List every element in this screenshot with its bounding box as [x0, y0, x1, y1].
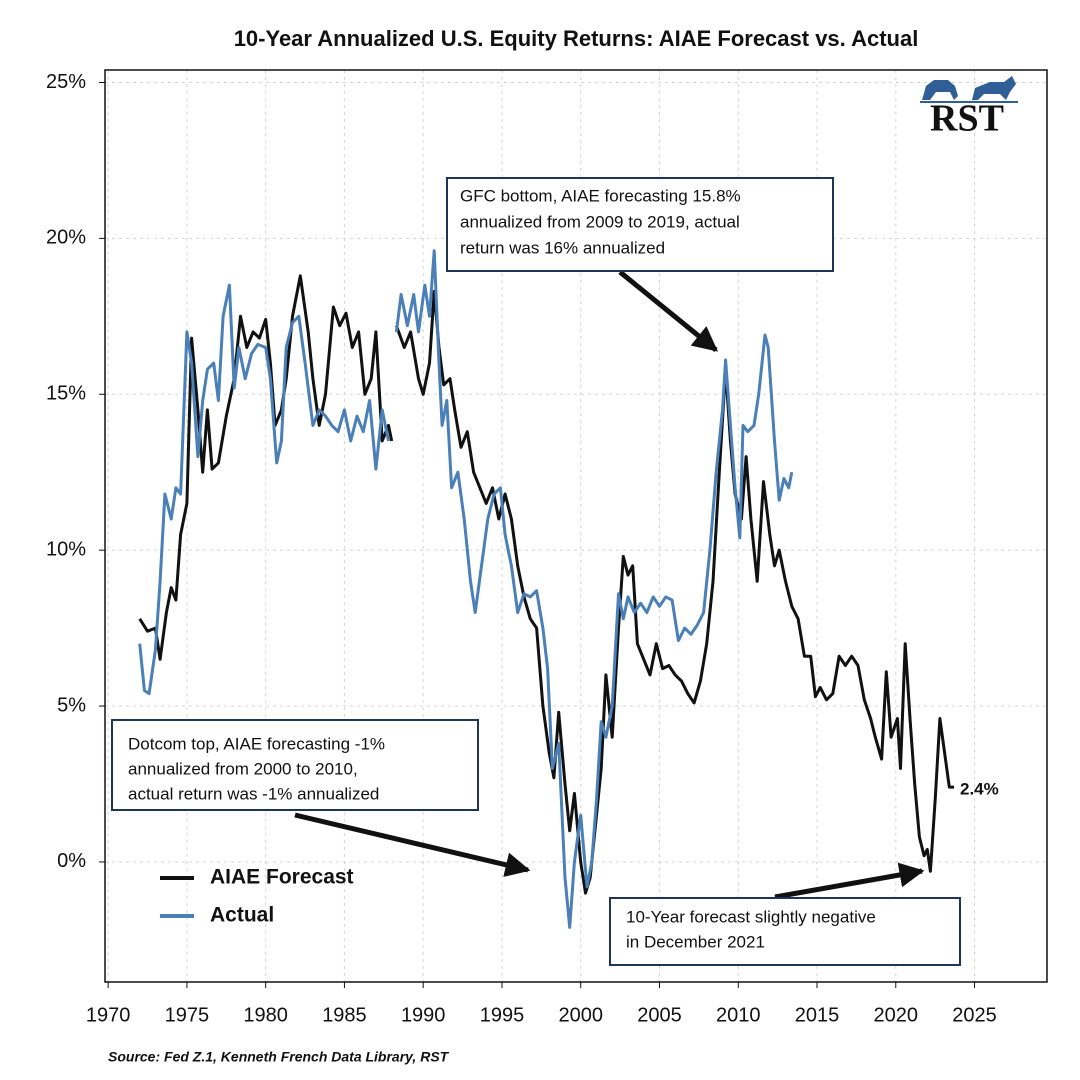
x-tick-label: 2010 — [716, 1004, 761, 1026]
annotation-text: 10-Year forecast slightly negative — [626, 907, 876, 926]
y-tick-label: 15% — [46, 383, 86, 405]
annotation-text: actual return was -1% annualized — [128, 784, 379, 803]
logo: RST — [920, 76, 1018, 140]
logo-bear — [922, 80, 958, 100]
legend-label: Actual — [210, 904, 274, 927]
annotation-text: 2.4% — [960, 779, 999, 798]
annotation-text: in December 2021 — [626, 932, 765, 951]
arrow — [294, 812, 531, 877]
annotation-text: GFC bottom, AIAE forecasting 15.8% — [460, 186, 741, 205]
annotation-box — [609, 897, 961, 966]
logo-text: RST — [930, 98, 1004, 140]
y-tick-label: 0% — [57, 850, 86, 872]
series-line — [138, 274, 955, 895]
x-tick-label: 2000 — [558, 1004, 603, 1026]
x-tick-label: 2020 — [874, 1004, 919, 1026]
x-tick-label: 2005 — [637, 1004, 682, 1026]
annotation-text: Dotcom top, AIAE forecasting -1% — [128, 734, 385, 753]
x-tick-label: 1995 — [480, 1004, 525, 1026]
plot-frame — [104, 69, 1048, 983]
arrow — [774, 862, 925, 900]
arrow — [618, 270, 718, 352]
y-tick-label: 25% — [46, 71, 86, 93]
annotation-box — [446, 177, 834, 272]
annotation-text: annualized from 2000 to 2010, — [128, 759, 358, 778]
y-tick-label: 20% — [46, 227, 86, 249]
x-tick-label: 1980 — [243, 1004, 288, 1026]
source: Source: Fed Z.1, Kenneth French Data Lib… — [108, 1049, 450, 1065]
x-tick-label: 2025 — [952, 1004, 997, 1026]
x-tick-label: 1990 — [401, 1004, 446, 1026]
y-tick-label: 5% — [57, 694, 86, 716]
annotation-text: annualized from 2009 to 2019, actual — [460, 212, 740, 231]
legend-label: AIAE Forecast — [210, 866, 354, 889]
annotation-text: return was 16% annualized — [460, 238, 665, 257]
logo-bull — [972, 76, 1016, 100]
annotation-box — [111, 719, 479, 811]
series-line — [138, 249, 794, 929]
x-tick-label: 1985 — [322, 1004, 367, 1026]
y-tick-label: 10% — [46, 538, 86, 560]
x-tick-label: 1970 — [86, 1004, 131, 1026]
x-tick-label: 2015 — [795, 1004, 840, 1026]
chart-title: 10-Year Annualized U.S. Equity Returns: … — [234, 26, 919, 51]
x-tick-label: 1975 — [165, 1004, 210, 1026]
